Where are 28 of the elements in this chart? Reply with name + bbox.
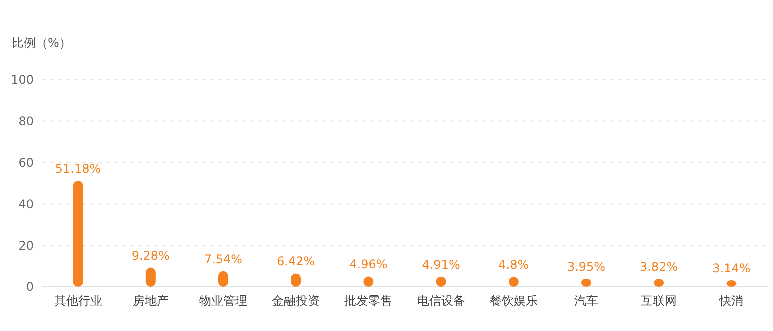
x-tick-label: 批发零售 (344, 294, 393, 308)
data-label: 3.95% (567, 260, 606, 274)
y-axis-title: 比例（%） (12, 36, 72, 50)
data-label: 4.96% (350, 258, 388, 272)
x-tick-label: 其他行业 (54, 294, 102, 308)
data-label: 51.18% (55, 162, 102, 176)
y-tick-label: 40 (18, 197, 34, 212)
data-label: 3.14% (712, 262, 751, 276)
data-label: 7.54% (204, 252, 243, 266)
x-tick-label: 房地产 (132, 294, 169, 308)
y-tick-label: 20 (18, 238, 34, 253)
data-label: 6.42% (277, 254, 316, 269)
data-label: 9.28% (132, 248, 170, 263)
data-label: 4.8% (498, 258, 530, 272)
x-tick-label: 物业管理 (200, 294, 248, 308)
bar (73, 181, 84, 287)
x-tick-label: 互联网 (641, 294, 678, 308)
x-tick-label: 电信设备 (417, 294, 466, 308)
x-tick-label: 汽车 (574, 294, 598, 308)
data-label: 4.91% (422, 258, 460, 272)
x-tick-label: 餐饮娱乐 (490, 294, 538, 308)
data-label: 3.82% (640, 260, 678, 274)
y-tick-label: 0 (26, 280, 34, 294)
x-tick-label: 金融投资 (272, 294, 320, 308)
x-tick-label: 快消 (718, 294, 744, 308)
y-tick-label: 100 (11, 73, 34, 88)
y-tick-label: 60 (18, 156, 34, 170)
y-tick-label: 80 (18, 114, 34, 129)
